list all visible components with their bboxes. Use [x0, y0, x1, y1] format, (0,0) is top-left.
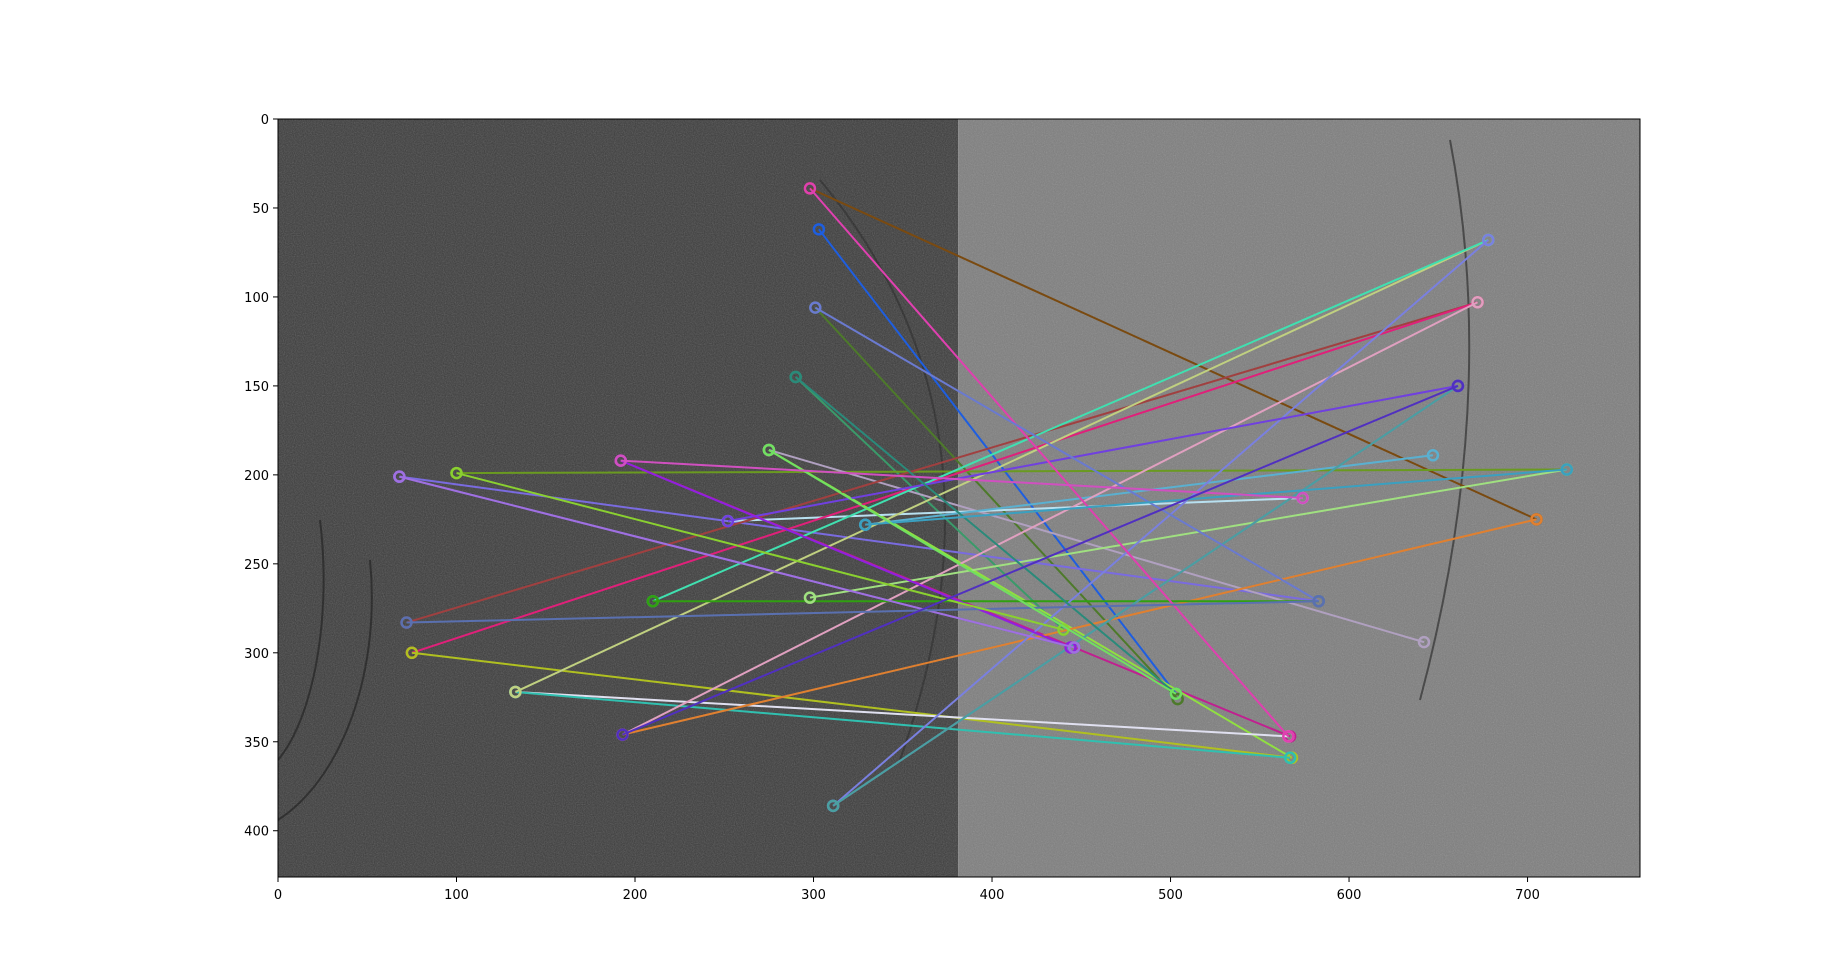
keypoint-end-38 [1451, 379, 1465, 393]
keypoint-end-35 [1560, 463, 1574, 476]
y-tick-label: 0 [261, 113, 269, 128]
y-tick-label: 200 [244, 469, 269, 484]
match-line-17 [515, 690, 1291, 759]
match-line-28 [809, 187, 1290, 738]
keypoint-end-12 [1426, 449, 1440, 462]
keypoint-start-15 [405, 646, 419, 660]
keypoint-end-10 [1417, 635, 1431, 649]
keypoint-start-35 [859, 518, 872, 531]
y-tick-label: 350 [244, 736, 269, 751]
x-tick-label: 500 [1158, 888, 1183, 903]
x-tick-label: 0 [274, 888, 282, 903]
match-line-29 [620, 459, 1071, 649]
keypoint-start-38 [616, 728, 629, 741]
keypoint-start-27 [721, 514, 735, 528]
keypoint-start-23 [803, 591, 817, 604]
keypoint-start-32 [789, 370, 802, 384]
match-line-16 [515, 690, 1289, 738]
keypoint-end-28 [1282, 730, 1295, 743]
match-line-3 [814, 306, 1179, 700]
keypoint-start-30 [809, 301, 822, 314]
match-line-13 [406, 301, 1478, 624]
match-line-15 [411, 651, 1293, 759]
x-tick-label: 100 [444, 888, 469, 903]
plot-area [278, 119, 1640, 877]
match-line-21 [652, 239, 1489, 603]
keypoint-end-36 [1169, 687, 1183, 700]
keypoint-start-34 [450, 466, 463, 480]
keypoint-end-31 [1067, 641, 1081, 654]
image-arc-features [278, 139, 1471, 821]
keypoint-start-18 [509, 685, 522, 699]
match-line-4 [794, 376, 1065, 631]
keypoint-start-22 [646, 594, 660, 608]
match-lines [393, 182, 1574, 813]
keypoint-start-31 [393, 470, 406, 483]
match-line-36 [768, 449, 1177, 695]
keypoint-end-20 [1530, 513, 1543, 526]
y-axis: 0 50 100 150 200 250 300 350 400 [244, 113, 278, 840]
keypoint-end-17 [1283, 751, 1297, 765]
match-line-35 [865, 468, 1567, 526]
keypoint-start-2 [812, 223, 826, 236]
keypoint-start-37 [614, 454, 627, 467]
match-line-31 [399, 475, 1075, 649]
x-tick-label: 700 [1515, 888, 1540, 903]
x-tick-label: 400 [980, 888, 1005, 903]
match-line-38 [622, 384, 1459, 736]
match-line-20 [622, 518, 1537, 736]
x-tick-label: 200 [623, 888, 648, 903]
keypoint-start-26 [826, 799, 840, 813]
x-tick-label: 300 [801, 888, 826, 903]
match-line-7 [456, 468, 1567, 475]
keypoint-start-28 [803, 182, 817, 195]
match-line-32 [795, 376, 1177, 695]
match-line-26 [832, 385, 1459, 807]
keypoint-start-33 [400, 616, 413, 629]
x-axis: 0 100 200 300 400 500 600 700 [274, 877, 1540, 903]
match-line-37 [620, 459, 1303, 499]
match-line-23 [809, 468, 1567, 599]
match-line-34 [456, 472, 1064, 631]
match-line-25 [832, 239, 1489, 807]
match-line-1 [809, 187, 1537, 521]
keypoint-end-25 [1482, 233, 1495, 247]
keypoint-end-33 [1312, 594, 1325, 608]
y-tick-label: 150 [244, 380, 269, 395]
axes-frame [277, 118, 1641, 878]
x-tick-label: 600 [1337, 888, 1362, 903]
image-texture [278, 119, 1640, 877]
y-tick-label: 250 [244, 558, 269, 573]
y-tick-label: 400 [244, 825, 269, 840]
keypoint-end-19 [1471, 296, 1484, 309]
match-line-19 [622, 301, 1479, 736]
y-tick-label: 50 [252, 202, 269, 217]
match-line-30 [814, 306, 1320, 603]
y-tick-label: 300 [244, 647, 269, 662]
keypoint-start-36 [762, 443, 776, 457]
y-tick-label: 100 [244, 291, 269, 306]
keypoint-end-37 [1296, 491, 1309, 505]
match-line-33 [406, 600, 1319, 624]
